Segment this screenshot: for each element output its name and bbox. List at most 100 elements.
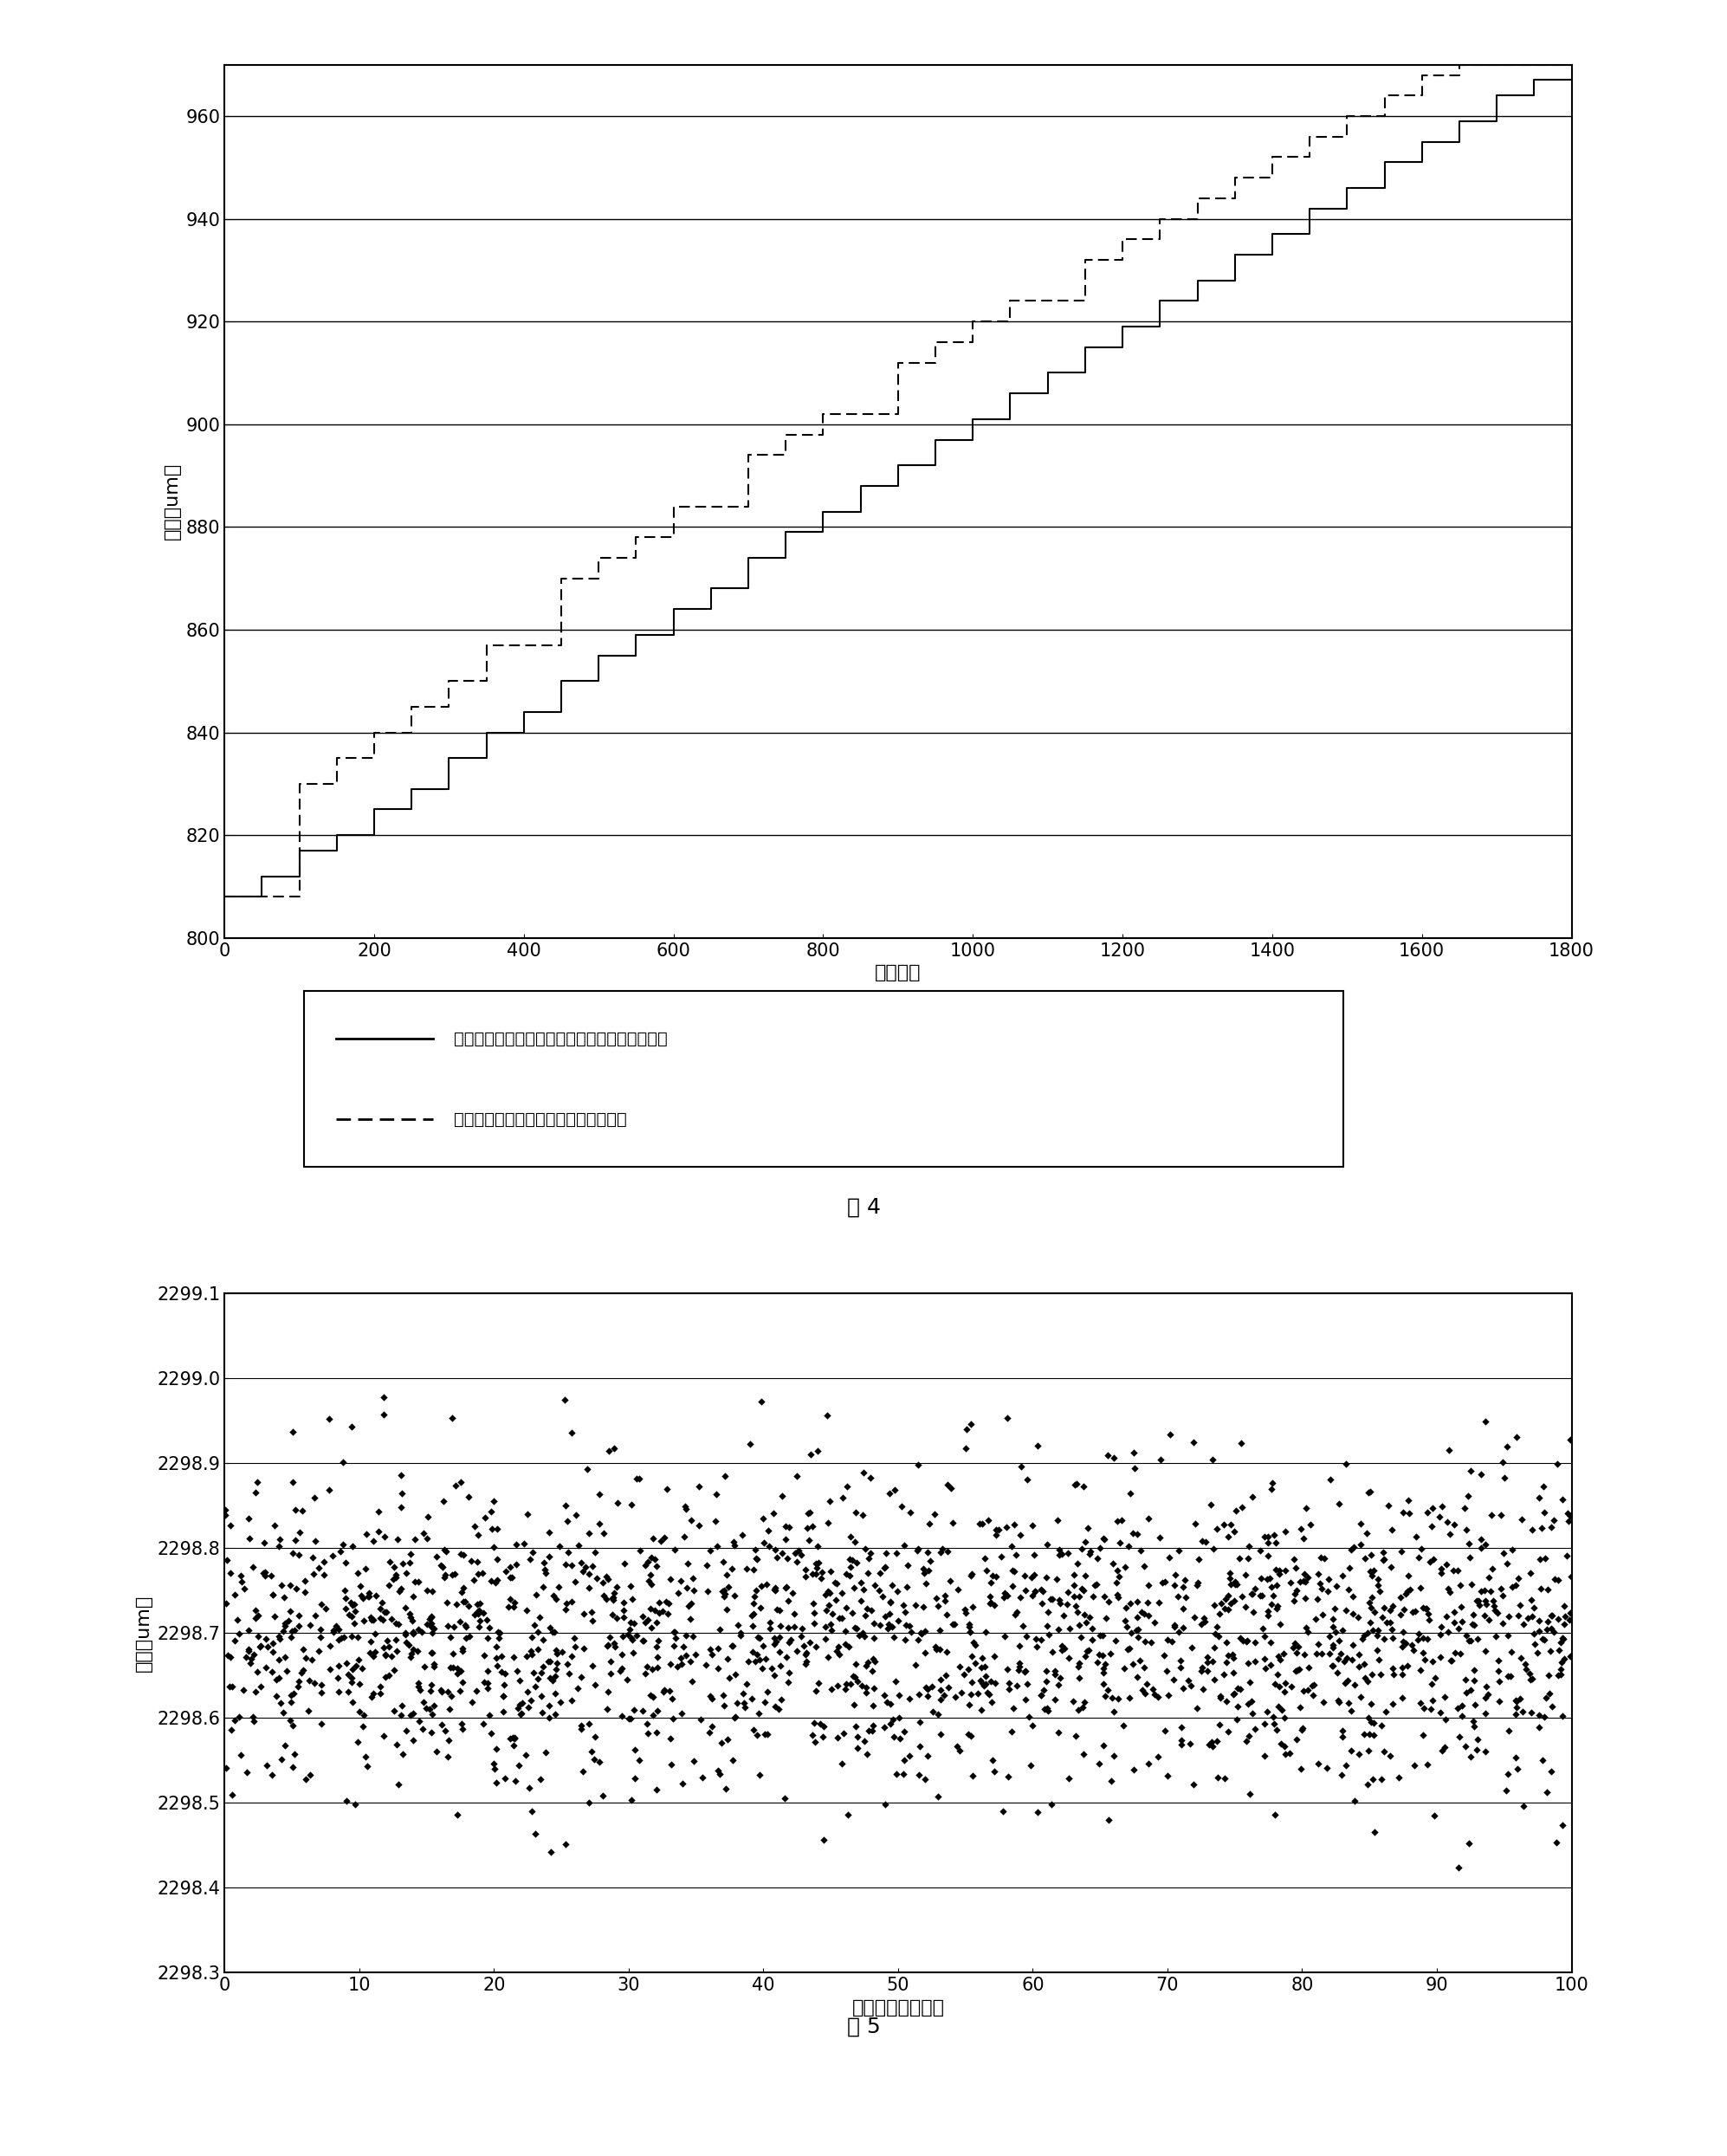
- Point: [967, 1662, 995, 1697]
- Point: [338, 1600, 366, 1634]
- Point: [1119, 1647, 1147, 1682]
- Point: [1181, 1507, 1209, 1542]
- Point: [542, 1675, 570, 1710]
- Point: [311, 1544, 338, 1578]
- Point: [1219, 1677, 1247, 1712]
- Point: [608, 1699, 636, 1733]
- Point: [244, 1619, 271, 1654]
- Point: [1126, 1643, 1154, 1677]
- Point: [718, 1628, 746, 1662]
- Point: [1361, 1595, 1389, 1630]
- Point: [1328, 1559, 1356, 1593]
- Point: [579, 1604, 606, 1639]
- Point: [1000, 1507, 1028, 1542]
- Point: [1304, 1583, 1332, 1617]
- Point: [458, 1544, 485, 1578]
- Point: [1338, 1643, 1366, 1677]
- Point: [1530, 1701, 1558, 1736]
- Point: [1509, 1695, 1537, 1729]
- Point: [1340, 1783, 1368, 1818]
- Point: [946, 1733, 974, 1768]
- Point: [570, 1554, 598, 1589]
- Point: [857, 1535, 884, 1570]
- Point: [912, 1671, 939, 1705]
- Point: [831, 1628, 858, 1662]
- Point: [1292, 1565, 1319, 1600]
- Point: [499, 1729, 527, 1764]
- Point: [903, 1533, 931, 1567]
- Point: [1024, 1794, 1052, 1828]
- Point: [282, 1492, 309, 1526]
- Point: [1216, 1554, 1243, 1589]
- Point: [1178, 1630, 1205, 1664]
- Point: [1368, 1761, 1395, 1796]
- Point: [547, 1684, 575, 1718]
- Point: [822, 1634, 850, 1669]
- Point: [1147, 1442, 1174, 1477]
- Point: [271, 1606, 299, 1641]
- Point: [300, 1557, 328, 1591]
- Point: [815, 1505, 843, 1539]
- Point: [1471, 1404, 1499, 1438]
- Point: [546, 1529, 573, 1563]
- Point: [1437, 1643, 1464, 1677]
- Point: [872, 1550, 900, 1585]
- Point: [1504, 1561, 1532, 1595]
- Point: [601, 1576, 629, 1611]
- Point: [366, 1591, 394, 1626]
- Point: [1502, 1740, 1530, 1774]
- Point: [1136, 1626, 1164, 1660]
- Point: [416, 1673, 444, 1708]
- Point: [1266, 1606, 1294, 1641]
- Point: [325, 1649, 352, 1684]
- Point: [544, 1570, 572, 1604]
- Text: 图 5: 图 5: [846, 2016, 881, 2037]
- Point: [793, 1559, 820, 1593]
- Point: [613, 1662, 641, 1697]
- Point: [800, 1509, 827, 1544]
- Point: [223, 1602, 250, 1636]
- Point: [406, 1673, 433, 1708]
- Point: [430, 1533, 458, 1567]
- Point: [340, 1606, 368, 1641]
- Point: [527, 1656, 554, 1690]
- Point: [484, 1542, 511, 1576]
- Point: [867, 1557, 895, 1591]
- Point: [1502, 1684, 1530, 1718]
- Point: [860, 1621, 888, 1656]
- Point: [1257, 1626, 1285, 1660]
- Point: [815, 1641, 843, 1675]
- Point: [387, 1572, 414, 1606]
- Point: [1534, 1604, 1561, 1639]
- Point: [1019, 1578, 1047, 1613]
- Point: [610, 1593, 637, 1628]
- Point: [337, 1585, 364, 1619]
- Point: [822, 1583, 850, 1617]
- Point: [325, 1613, 352, 1647]
- Point: [299, 1539, 326, 1574]
- Point: [1162, 1557, 1190, 1591]
- Point: [1074, 1632, 1102, 1667]
- Point: [482, 1766, 509, 1800]
- Point: [933, 1533, 960, 1567]
- Point: [1518, 1514, 1546, 1548]
- Point: [273, 1654, 300, 1688]
- Point: [392, 1615, 420, 1649]
- Point: [1062, 1589, 1090, 1623]
- Point: [1060, 1567, 1088, 1602]
- Point: [300, 1479, 328, 1514]
- Point: [1219, 1514, 1247, 1548]
- Point: [1233, 1623, 1261, 1658]
- Point: [1211, 1656, 1238, 1690]
- Point: [399, 1697, 427, 1731]
- Point: [1048, 1634, 1076, 1669]
- Point: [1235, 1686, 1262, 1720]
- Point: [1351, 1619, 1378, 1654]
- Point: [896, 1494, 924, 1529]
- Point: [518, 1794, 546, 1828]
- Point: [333, 1645, 361, 1680]
- Point: [1459, 1606, 1487, 1641]
- Point: [800, 1718, 827, 1753]
- Point: [397, 1636, 425, 1671]
- Point: [1409, 1621, 1437, 1656]
